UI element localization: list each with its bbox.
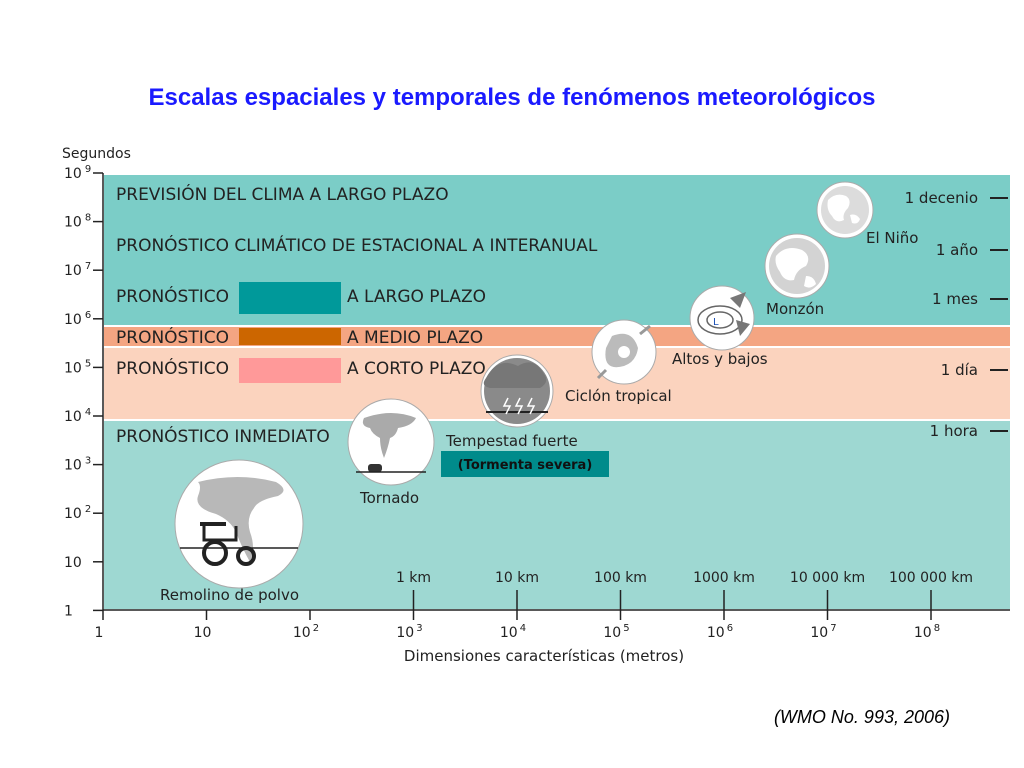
storm-cloud-icon <box>480 354 554 428</box>
x-tick-label: 10 <box>194 625 212 641</box>
band-label-short-range: A CORTO PLAZO <box>347 359 486 379</box>
distance-label: 1 km <box>396 570 431 586</box>
x-tick-label: 10 7 <box>810 623 836 641</box>
time-labels: 1 decenio 1 año 1 mes 1 día 1 hora <box>905 189 1008 440</box>
band-label-nowcast: PRONÓSTICO INMEDIATO <box>116 425 330 447</box>
distance-label: 1000 km <box>693 570 755 586</box>
tornado-label: Tornado <box>359 489 419 507</box>
severe-storm-tag <box>441 451 609 477</box>
severe-storm-tag-label: (Tormenta severa) <box>458 458 593 473</box>
y-tick-label: 10 5 <box>64 358 91 376</box>
monzon-label: Monzón <box>766 300 824 318</box>
dust-devil-label: Remolino de polvo <box>160 586 299 604</box>
highs-lows-icon: L <box>689 285 755 351</box>
x-tick-label: 10 5 <box>603 623 629 641</box>
el-nino-globe-icon <box>816 181 874 239</box>
page-title: Escalas espaciales y temporales de fenóm… <box>148 84 876 111</box>
y-tick-label: 10 4 <box>64 407 91 425</box>
time-label: 1 año <box>936 241 978 259</box>
highs-lows-label: Altos y bajos <box>672 350 768 368</box>
y-tick-label: 10 2 <box>64 504 91 522</box>
source-credit: (WMO No. 993, 2006) <box>773 707 950 727</box>
x-tick-label: 1 <box>95 625 104 641</box>
distance-label: 10 000 km <box>790 570 865 586</box>
long-range-box <box>239 282 341 314</box>
distance-label: 10 km <box>495 570 539 586</box>
medium-range-box <box>239 328 341 345</box>
x-axis-ticks: 1 10 10 2 10 3 10 4 10 5 10 6 10 7 10 8 <box>95 610 940 641</box>
dust-devil-icon <box>174 459 304 589</box>
short-range-box <box>239 358 341 383</box>
tornado-icon <box>347 398 435 486</box>
time-label: 1 decenio <box>905 189 978 207</box>
y-tick-label: 10 8 <box>64 213 91 231</box>
monzon-globe-icon <box>764 233 830 299</box>
y-tick-label: 10 9 <box>64 164 91 182</box>
band-label-seasonal: PRONÓSTICO CLIMÁTICO DE ESTACIONAL A INT… <box>116 234 598 256</box>
y-axis-label: Segundos <box>62 146 131 162</box>
y-tick-label: 10 6 <box>64 310 91 328</box>
tropical-cyclone-label: Ciclón tropical <box>565 387 672 405</box>
distance-label: 100 000 km <box>889 570 973 586</box>
time-label: 1 hora <box>930 422 978 440</box>
y-tick-label: 10 <box>64 555 82 571</box>
band-label-medium: PRONÓSTICO <box>116 326 229 348</box>
distance-labels: 1 km 10 km 100 km 1000 km 10 000 km 100 000 k… <box>396 570 973 610</box>
band-label-long-range: A LARGO PLAZO <box>347 287 486 307</box>
distance-label: 100 km <box>594 570 647 586</box>
band-label-climate: PREVISIÓN DEL CLIMA A LARGO PLAZO <box>116 183 449 205</box>
y-tick-label: 10 3 <box>64 456 91 474</box>
x-axis-label: Dimensiones características (metros) <box>404 647 684 665</box>
band-label-long: PRONÓSTICO <box>116 285 229 307</box>
x-tick-label: 10 3 <box>396 623 422 641</box>
el-nino-label: El Niño <box>866 229 919 247</box>
x-tick-label: 10 8 <box>914 623 940 641</box>
time-label: 1 mes <box>932 290 978 308</box>
tropical-cyclone-icon <box>591 319 657 385</box>
time-label: 1 día <box>941 361 978 379</box>
low-pressure-marker: L <box>713 317 719 328</box>
y-tick-label: 10 7 <box>64 261 91 279</box>
x-tick-label: 10 2 <box>293 623 319 641</box>
severe-storm-label: Tempestad fuerte <box>445 432 578 450</box>
band-label-short: PRONÓSTICO <box>116 357 229 379</box>
y-tick-label: 1 <box>64 603 73 619</box>
x-tick-label: 10 6 <box>707 623 733 641</box>
band-label-medium-range: A MEDIO PLAZO <box>347 328 483 348</box>
x-tick-label: 10 4 <box>500 623 526 641</box>
